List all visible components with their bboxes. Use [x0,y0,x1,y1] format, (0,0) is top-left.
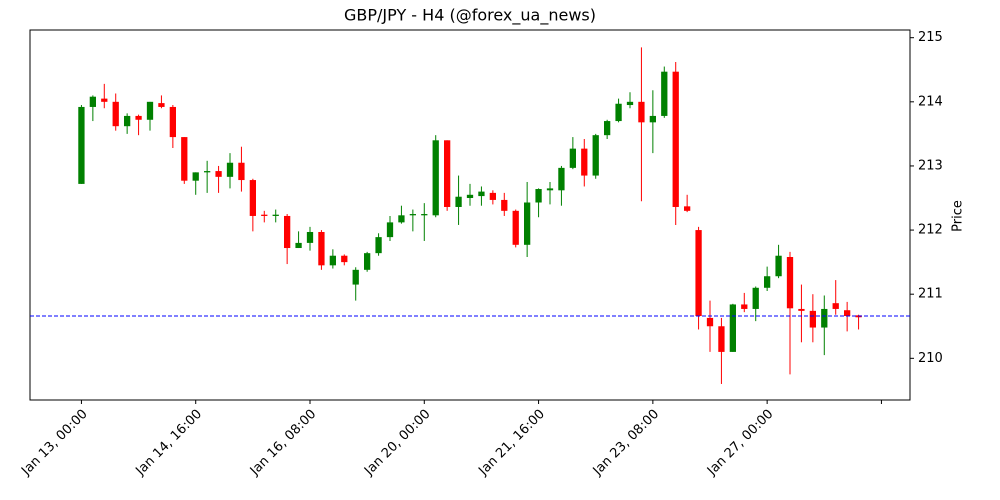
candle-body [375,237,382,254]
y-axis-label: Price [951,200,966,232]
candle-body [764,276,771,288]
candle-body [226,162,234,177]
candle-body [444,140,451,207]
y-tick-label: 212 [918,223,943,238]
x-tick-label: Jan 27, 00:00 [704,407,776,479]
candle-body [489,192,496,200]
candle-body [581,148,588,176]
candle-body [386,222,394,238]
candle-body [478,191,485,197]
candle-body [844,310,851,316]
candle-body [546,188,554,191]
candle-body [512,210,519,245]
candle-body [272,214,279,216]
candle-body [535,189,542,203]
candle-body [432,140,439,216]
candle-body [706,317,714,327]
candle-body [798,308,805,311]
y-tick-label: 211 [918,287,943,302]
candle-body [146,101,154,120]
x-tick-label: Jan 20, 00:00 [361,407,433,479]
y-tick-label: 213 [918,158,943,173]
candle-body [89,96,96,107]
candle-body [604,121,611,136]
candle-body [695,230,702,316]
candle-body [295,242,302,249]
candle-body [741,304,748,309]
candle-body [638,101,645,123]
candle-body [204,171,211,173]
candle-body [501,199,508,211]
candle-body [786,257,794,309]
candle-body [455,196,462,207]
y-tick-label: 210 [918,351,943,366]
candle-body [341,255,348,263]
candle-body [775,255,782,277]
candle-body [249,180,256,216]
candle-body [466,194,474,199]
candle-body [672,71,679,207]
candle-body [192,172,199,181]
candle-body [684,206,691,211]
candle-body [661,71,668,116]
candle-body [649,115,656,123]
x-tick-label: Jan 16, 08:00 [247,407,319,479]
x-tick-label: Jan 13, 00:00 [18,407,90,479]
candle-body [352,269,359,285]
y-tick-label: 214 [918,94,943,109]
candle-body [329,255,336,266]
candle-body [169,106,176,138]
candle-body [238,162,245,181]
candle-body [569,148,576,168]
candle-body [524,202,531,245]
x-tick-label: Jan 23, 08:00 [590,407,662,479]
candle-body [832,303,839,309]
candle-body [124,115,131,127]
candle-body [181,137,188,181]
candle-body [364,253,371,270]
candle-body [112,101,119,127]
candle-body [135,115,142,120]
candle-body [261,214,268,216]
candle-body [718,326,725,352]
candle-body [729,304,736,352]
candle-body [752,287,759,309]
y-tick-label: 215 [918,30,943,45]
candle-body [409,214,416,216]
candle-body [78,106,85,184]
candle-body [318,231,325,266]
candle-body [615,103,622,122]
candle-body [421,214,428,216]
candle-body [592,135,599,176]
candle-body [626,101,634,106]
candle-body [101,98,108,102]
plot-frame [29,29,911,401]
candle-body [284,215,291,249]
candle-body [398,215,405,223]
candle-body [809,310,816,328]
candle-body [306,231,314,243]
candle-body [215,171,222,177]
candle-body [158,103,165,107]
x-tick-label: Jan 14, 16:00 [133,407,205,479]
candle-body [821,308,828,328]
chart-title: GBP/JPY - H4 (@forex_ua_news) [344,6,596,26]
x-tick-label: Jan 21, 16:00 [475,407,547,479]
candle-body [558,167,565,191]
